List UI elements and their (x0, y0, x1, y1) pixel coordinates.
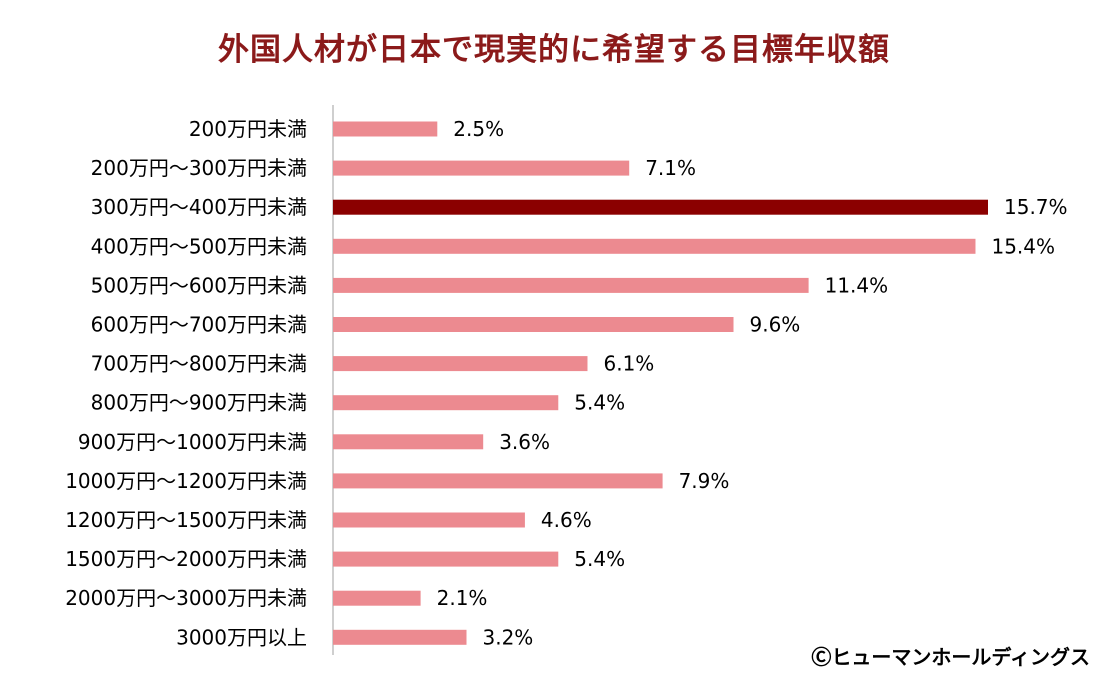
value-label-9: 7.9% (679, 469, 730, 493)
bar-6 (333, 356, 588, 372)
category-label-9: 1000万円～1200万円未満 (65, 469, 307, 493)
category-label-1: 200万円～300万円未満 (91, 156, 307, 180)
category-label-5: 600万円～700万円未満 (91, 313, 307, 337)
category-label-2: 300万円～400万円未満 (91, 195, 307, 219)
bar-1 (333, 160, 630, 176)
copyright-credit: Ⓒヒューマンホールディングス (811, 645, 1090, 669)
value-label-8: 3.6% (499, 430, 550, 454)
value-label-6: 6.1% (603, 352, 654, 376)
bar-3 (333, 238, 976, 254)
category-label-12: 2000万円～3000万円未満 (65, 586, 307, 610)
category-label-7: 800万円～900万円未満 (91, 391, 307, 415)
category-label-0: 200万円未満 (189, 117, 307, 141)
category-labels-group: 200万円未満 200万円～300万円未満 300万円～400万円未満 400万円～5… (65, 117, 307, 649)
bar-8 (333, 434, 484, 450)
category-label-3: 400万円～500万円未満 (91, 234, 307, 258)
bar-0 (333, 121, 438, 137)
value-label-7: 5.4% (574, 391, 625, 415)
value-label-4: 11.4% (825, 273, 889, 297)
value-label-12: 2.1% (437, 586, 488, 610)
bar-2 (333, 199, 988, 215)
bar-13 (333, 629, 467, 645)
value-label-11: 5.4% (574, 547, 625, 571)
value-label-13: 3.2% (483, 625, 534, 649)
bar-4 (333, 277, 809, 293)
category-label-8: 900万円～1000万円未満 (78, 430, 307, 454)
category-label-13: 3000万円以上 (176, 625, 307, 649)
bar-7 (333, 395, 559, 411)
category-label-11: 1500万円～2000万円未満 (65, 547, 307, 571)
value-labels-group: 2.5% 7.1% 15.7% 15.4% 11.4% 9.6% 6.1% 5.4% 3.6% 7… (437, 117, 1068, 649)
category-label-4: 500万円～600万円未満 (91, 273, 307, 297)
bar-10 (333, 512, 525, 528)
category-label-6: 700万円～800万円未満 (91, 352, 307, 376)
value-label-10: 4.6% (541, 508, 592, 532)
value-label-2: 15.7% (1004, 195, 1068, 219)
bar-9 (333, 473, 663, 489)
bar-5 (333, 317, 734, 332)
chart-title: 外国人材が日本で現実的に希望する目標年収額 (218, 32, 890, 68)
value-label-3: 15.4% (991, 234, 1055, 258)
value-label-5: 9.6% (750, 313, 801, 337)
category-label-10: 1200万円～1500万円未満 (65, 508, 307, 532)
value-label-0: 2.5% (453, 117, 504, 141)
bar-12 (333, 590, 421, 606)
value-label-1: 7.1% (645, 156, 696, 180)
bar-11 (333, 551, 559, 567)
bars-group (333, 121, 988, 645)
